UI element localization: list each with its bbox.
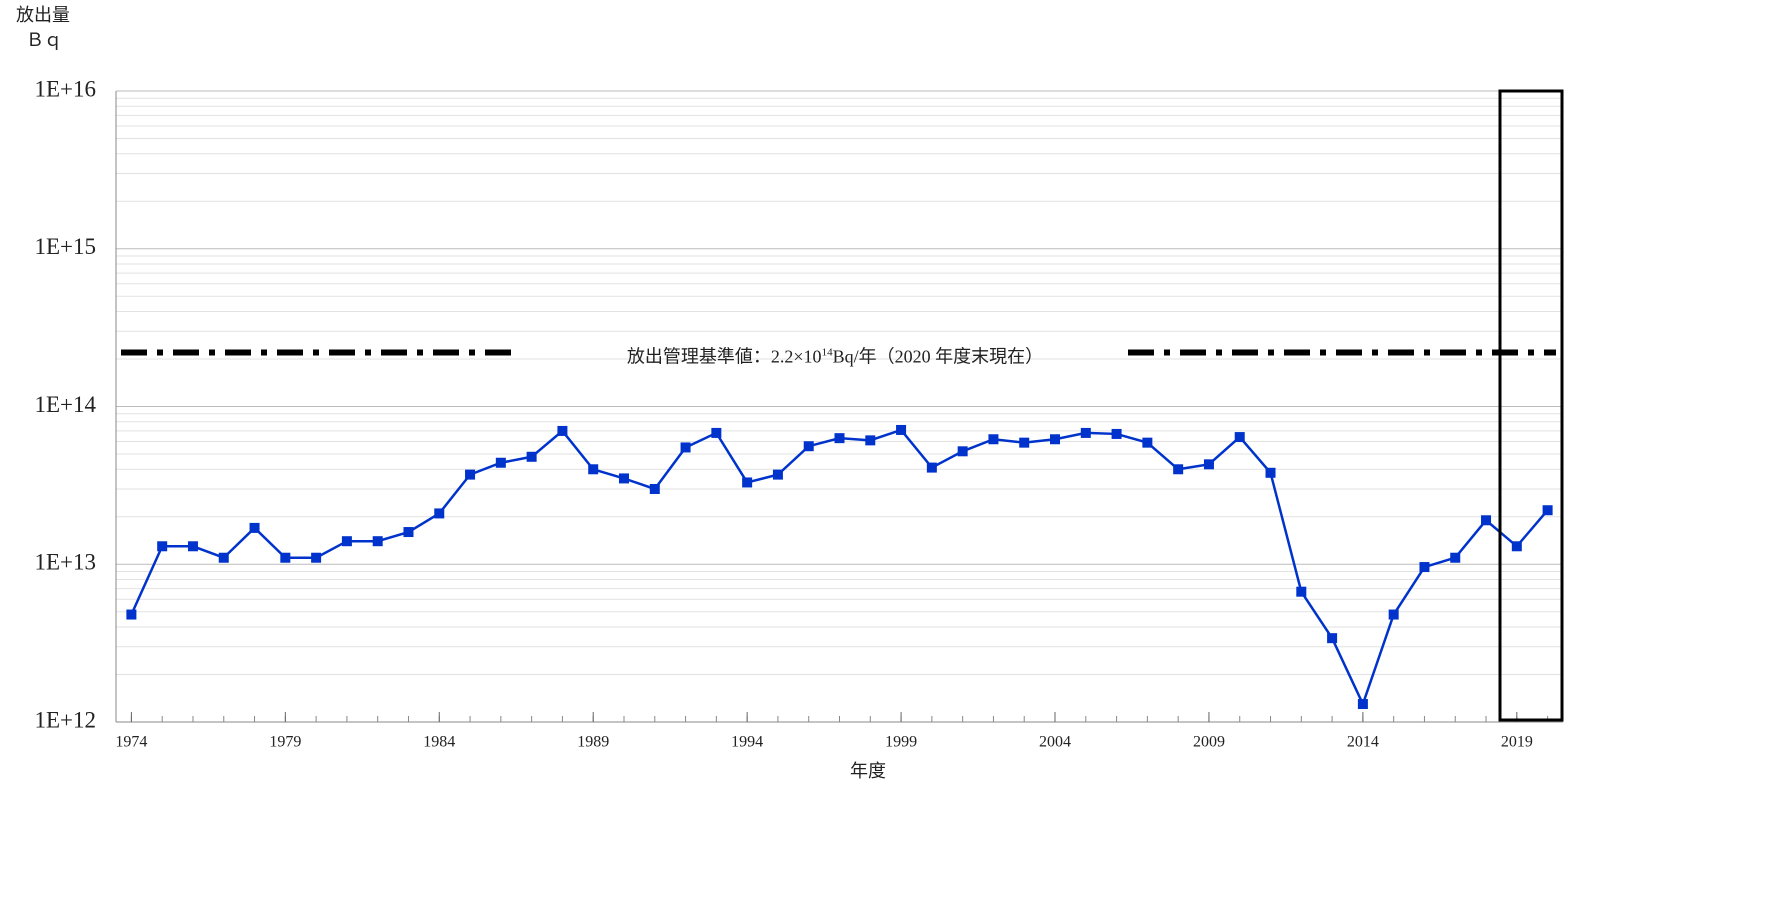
point bbox=[1019, 437, 1030, 448]
point bbox=[1203, 459, 1214, 470]
y-tick-label: 1E+15 bbox=[34, 234, 96, 259]
reference-label-part: 14 bbox=[822, 346, 834, 358]
point bbox=[680, 442, 691, 453]
x-axis-title: 年度 bbox=[850, 761, 886, 781]
point bbox=[588, 464, 599, 475]
point bbox=[1265, 467, 1276, 478]
reference-label: 放出管理基準値：2.2×1014Bq/年（2020 年度末現在） bbox=[627, 346, 1043, 367]
point bbox=[157, 541, 168, 552]
point bbox=[742, 477, 753, 488]
point bbox=[1450, 552, 1461, 563]
x-tick-label: 2019 bbox=[1501, 734, 1533, 751]
highlight-box bbox=[1498, 89, 1564, 722]
x-tick-label: 1989 bbox=[577, 734, 609, 751]
point bbox=[495, 457, 506, 468]
point bbox=[403, 527, 414, 538]
x-tick-label: 1984 bbox=[423, 734, 455, 751]
series-line bbox=[130, 428, 1549, 708]
grid bbox=[115, 90, 1563, 723]
x-tick-label: 2009 bbox=[1193, 734, 1225, 751]
point bbox=[434, 508, 445, 519]
point bbox=[372, 536, 383, 547]
point bbox=[1481, 515, 1492, 526]
point bbox=[1142, 437, 1153, 448]
point bbox=[865, 435, 876, 446]
y-tick-label: 1E+13 bbox=[34, 550, 96, 575]
point bbox=[957, 446, 968, 457]
point bbox=[1327, 633, 1338, 644]
point bbox=[526, 451, 537, 462]
point bbox=[1419, 562, 1430, 573]
marks: 放出管理基準値：2.2×1014Bq/年（2020 年度末現在） bbox=[121, 346, 1556, 710]
point bbox=[126, 609, 137, 620]
point bbox=[187, 541, 198, 552]
point bbox=[218, 552, 229, 563]
point bbox=[772, 469, 783, 480]
point bbox=[1050, 434, 1061, 445]
reference-label-part: 放出管理基準値：2.2×10 bbox=[627, 347, 822, 367]
point bbox=[618, 473, 629, 484]
x-tick-label: 1979 bbox=[269, 734, 301, 751]
point bbox=[649, 483, 660, 494]
point bbox=[1234, 432, 1245, 443]
point bbox=[988, 434, 999, 445]
point bbox=[1296, 586, 1307, 597]
x-tick-label: 1994 bbox=[731, 734, 763, 751]
x-tick-label: 2004 bbox=[1039, 734, 1071, 751]
point bbox=[311, 552, 322, 563]
point bbox=[896, 424, 907, 435]
point bbox=[1388, 609, 1399, 620]
point bbox=[926, 462, 937, 473]
point bbox=[557, 425, 568, 436]
point bbox=[1173, 464, 1184, 475]
x-tick-label: 1974 bbox=[115, 734, 147, 751]
point bbox=[1111, 428, 1122, 439]
x-tick-label: 2014 bbox=[1347, 734, 1379, 751]
y-tick-label: 1E+12 bbox=[34, 707, 96, 732]
y-tick-label: 1E+16 bbox=[34, 76, 96, 101]
point bbox=[249, 522, 260, 533]
reference-label-part: Bq/年（2020 年度末現在） bbox=[833, 347, 1044, 367]
y-axis-title: 放出量 bbox=[16, 5, 70, 25]
point bbox=[1357, 699, 1368, 710]
point bbox=[1542, 505, 1553, 516]
y-tick-label: 1E+14 bbox=[34, 392, 96, 417]
y-axis-unit: Ｂｑ bbox=[26, 30, 62, 50]
point bbox=[1080, 427, 1091, 438]
x-tick-label: 1999 bbox=[885, 734, 917, 751]
point bbox=[1511, 541, 1522, 552]
point bbox=[341, 536, 352, 547]
point bbox=[280, 552, 291, 563]
point bbox=[711, 427, 722, 438]
point bbox=[803, 441, 814, 452]
point bbox=[834, 433, 845, 444]
point bbox=[465, 469, 476, 480]
